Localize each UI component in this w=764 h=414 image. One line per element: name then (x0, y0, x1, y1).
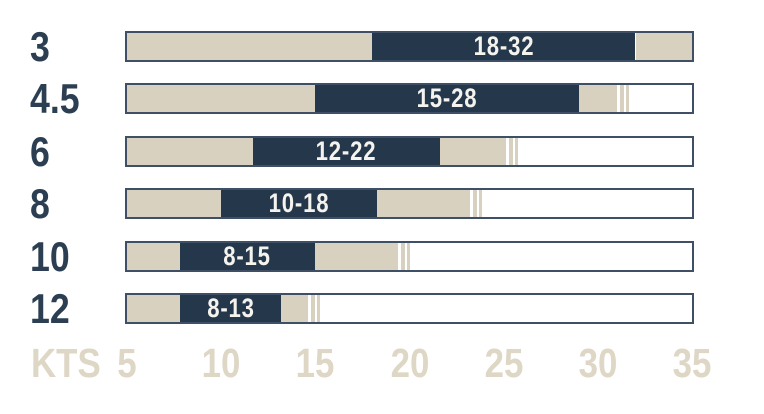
below-range-segment (127, 138, 254, 165)
size-label: 6 (30, 128, 50, 175)
range-label: 18-32 (473, 31, 535, 61)
size-label: 8 (30, 180, 50, 227)
below-range-segment (127, 243, 180, 270)
size-label: 10 (30, 233, 70, 280)
x-axis: KTS 5 10 15 20 25 30 35 (0, 343, 764, 388)
above-range-segment (315, 243, 399, 270)
ideal-range-segment: 8-15 (179, 241, 316, 271)
above-range-segment (281, 295, 308, 322)
ideal-range-segment: 8-13 (179, 293, 282, 323)
size-label: 12 (30, 285, 70, 332)
wind-range-bar: 10-18 (125, 188, 694, 219)
axis-unit-label: KTS (31, 340, 101, 386)
fade-out-stripes (616, 85, 629, 112)
range-label: 8-13 (206, 293, 255, 323)
above-range-segment (579, 85, 617, 112)
range-label: 12-22 (316, 136, 377, 166)
below-range-segment (127, 295, 180, 322)
ideal-range-segment: 18-32 (371, 31, 636, 61)
range-label: 10-18 (268, 188, 330, 218)
fade-out-stripes (307, 295, 320, 322)
axis-tick-label: 5 (117, 340, 137, 386)
fade-out-stripes (505, 138, 518, 165)
above-range-segment (439, 138, 506, 165)
axis-tick-label: 15 (295, 340, 335, 386)
range-label: 15-28 (416, 83, 478, 113)
wind-range-bar: 15-28 (125, 83, 694, 114)
axis-tick-label: 30 (578, 340, 618, 386)
ideal-range-segment: 10-18 (221, 188, 378, 218)
wind-range-bar: 12-22 (125, 136, 694, 167)
axis-tick-label: 10 (201, 340, 241, 386)
ideal-range-segment: 12-22 (253, 136, 440, 166)
range-label: 8-15 (223, 241, 272, 271)
fade-out-stripes (398, 243, 411, 270)
ideal-range-segment: 15-28 (315, 85, 579, 112)
below-range-segment (127, 85, 316, 112)
wind-range-bar: 8-13 (125, 293, 694, 324)
axis-tick-label: 20 (390, 340, 429, 386)
above-range-segment (635, 33, 692, 60)
below-range-segment (127, 190, 222, 217)
fade-out-stripes (469, 190, 482, 217)
wind-range-bar: 8-15 (125, 241, 694, 272)
above-range-segment (377, 190, 470, 217)
axis-tick-label: 25 (484, 340, 524, 386)
below-range-segment (127, 33, 372, 60)
size-label: 3 (30, 23, 50, 70)
axis-tick-label: 35 (672, 340, 712, 386)
size-label: 4.5 (30, 75, 80, 122)
wind-range-bar: 18-32 (125, 31, 694, 62)
